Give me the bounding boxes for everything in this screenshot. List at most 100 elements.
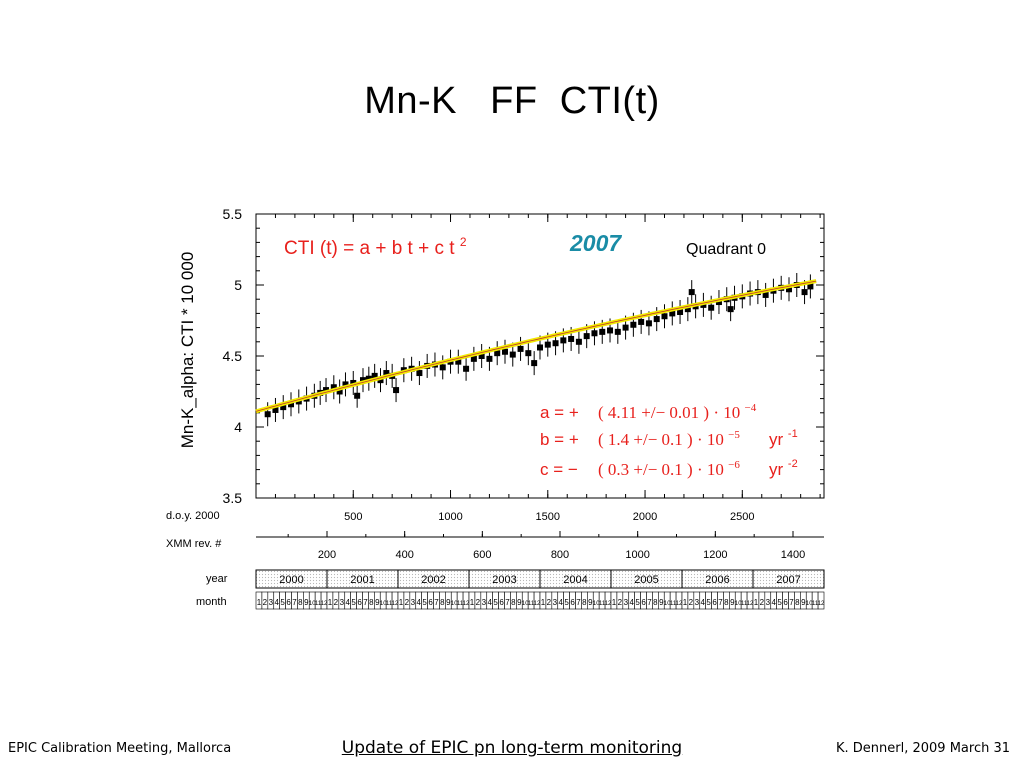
- rev-tick-label: 200: [318, 549, 336, 561]
- month-cell-label: 1: [257, 598, 262, 607]
- month-cell-label: 9: [304, 598, 309, 607]
- data-point: [288, 401, 295, 408]
- param-a-value: ( 4.11 +/− 0.01 ) · 10 −4: [598, 402, 757, 422]
- data-point: [323, 387, 330, 394]
- year-annotation: 2007: [569, 230, 622, 256]
- param-a-exponent: −4: [745, 402, 757, 414]
- data-point: [669, 310, 676, 317]
- param-b-exponent: −5: [728, 429, 740, 441]
- fit-curve-thin: [255, 280, 817, 412]
- month-cell-label: 4: [771, 598, 776, 607]
- month-cell-label: 10: [380, 601, 387, 607]
- data-point: [661, 313, 668, 320]
- month-cell-label: 5: [422, 598, 427, 607]
- month-cell-label: 7: [576, 598, 581, 607]
- data-point: [653, 316, 660, 323]
- month-cell-label: 9: [375, 598, 380, 607]
- month-cell-label: 11: [599, 601, 606, 607]
- param-b-unit-group: yr -1: [769, 428, 798, 449]
- month-cell-label: 7: [718, 598, 723, 607]
- month-cell-label: 6: [783, 598, 788, 607]
- month-row-label: month: [196, 596, 227, 608]
- month-cell-label: 1: [328, 598, 333, 607]
- month-cell-label: 12: [676, 601, 683, 607]
- data-point: [614, 328, 621, 335]
- param-c-unit: yr: [769, 460, 784, 479]
- y-axis: 3.5 4 4.5 5 5.5: [223, 206, 824, 506]
- month-cell-label: 8: [795, 598, 800, 607]
- slide-title: Mn-K FF CTI(t): [364, 80, 660, 122]
- x-axis: 500 1000 1500 2000 2500: [274, 214, 821, 523]
- month-cell-label: 9: [730, 598, 735, 607]
- x-tick-label: 1500: [536, 511, 560, 523]
- month-cell-label: 11: [670, 601, 677, 607]
- rev-tick-label: 1200: [703, 549, 727, 561]
- month-cell-label: 6: [570, 598, 575, 607]
- month-cell-label: 12: [818, 601, 825, 607]
- data-point: [537, 344, 543, 351]
- formula-superscript: 2: [460, 235, 467, 249]
- parameter-b: b = + ( 1.4 +/− 0.1 ) · 10 −5 yr -1: [540, 428, 798, 449]
- month-cell-label: 1: [612, 598, 617, 607]
- month-cell-label: 11: [741, 601, 748, 607]
- month-cell-label: 5: [351, 598, 356, 607]
- month-cell-label: 7: [647, 598, 652, 607]
- param-b-unit-exponent: -1: [788, 428, 798, 440]
- data-point: [568, 335, 575, 342]
- month-cell-label: 9: [801, 598, 806, 607]
- month-cell-label: 7: [363, 598, 368, 607]
- year-row-label: year: [206, 573, 228, 585]
- param-c-number: ( 0.3 +/− 0.1 ) · 10: [598, 460, 724, 479]
- month-cell-label: 4: [345, 598, 350, 607]
- data-point: [342, 381, 349, 388]
- month-cell-label: 5: [706, 598, 711, 607]
- month-cell-label: 3: [269, 598, 274, 607]
- month-cell-label: 2: [263, 598, 268, 607]
- data-point: [677, 308, 684, 315]
- month-cell-label: 12: [747, 601, 754, 607]
- month-cell-label: 1: [754, 598, 759, 607]
- x-tick-label: 2500: [730, 511, 754, 523]
- data-point: [393, 387, 400, 394]
- month-cell-label: 7: [292, 598, 297, 607]
- month-cell-label: 1: [683, 598, 688, 607]
- data-point: [544, 341, 551, 348]
- month-cell-label: 8: [582, 598, 587, 607]
- month-cell-label: 11: [315, 601, 322, 607]
- data-point: [583, 333, 590, 340]
- param-c-unit-exponent: -2: [788, 458, 798, 470]
- data-point: [708, 304, 715, 311]
- month-cell-label: 10: [735, 601, 742, 607]
- data-point: [416, 370, 423, 377]
- month-cell-label: 7: [505, 598, 510, 607]
- param-b-value: ( 1.4 +/− 0.1 ) · 10 −5: [598, 429, 740, 449]
- month-cell-label: 12: [534, 601, 541, 607]
- month-cell-label: 8: [298, 598, 303, 607]
- data-point: [591, 330, 598, 337]
- rev-tick-label: 1000: [625, 549, 649, 561]
- month-cell-label: 6: [712, 598, 717, 607]
- month-cell-label: 1: [470, 598, 475, 607]
- month-cell-label: 4: [558, 598, 563, 607]
- rev-tick-label: 800: [551, 549, 569, 561]
- year-cell-label: 2007: [776, 574, 800, 586]
- month-cell-label: 8: [369, 598, 374, 607]
- param-b-lhs: b = +: [540, 430, 579, 449]
- month-cell-label: 2: [760, 598, 765, 607]
- data-point: [630, 321, 637, 328]
- month-cell-label: 11: [386, 601, 393, 607]
- month-cell-label: 3: [340, 598, 345, 607]
- data-point: [715, 299, 722, 306]
- formula-label: CTI (t) = a + b t + c t 2: [284, 235, 467, 259]
- data-point: [688, 289, 695, 296]
- x-tick-label: 500: [344, 511, 362, 523]
- month-cell-label: 7: [789, 598, 794, 607]
- month-cell-label: 6: [286, 598, 291, 607]
- month-cell-label: 3: [553, 598, 558, 607]
- month-cell-label: 4: [274, 598, 279, 607]
- parameter-a: a = + ( 4.11 +/− 0.01 ) · 10 −4: [540, 402, 757, 422]
- data-point: [531, 360, 538, 367]
- param-c-lhs: c = −: [540, 460, 578, 479]
- data-point: [383, 370, 390, 377]
- param-c-exponent: −6: [728, 459, 740, 471]
